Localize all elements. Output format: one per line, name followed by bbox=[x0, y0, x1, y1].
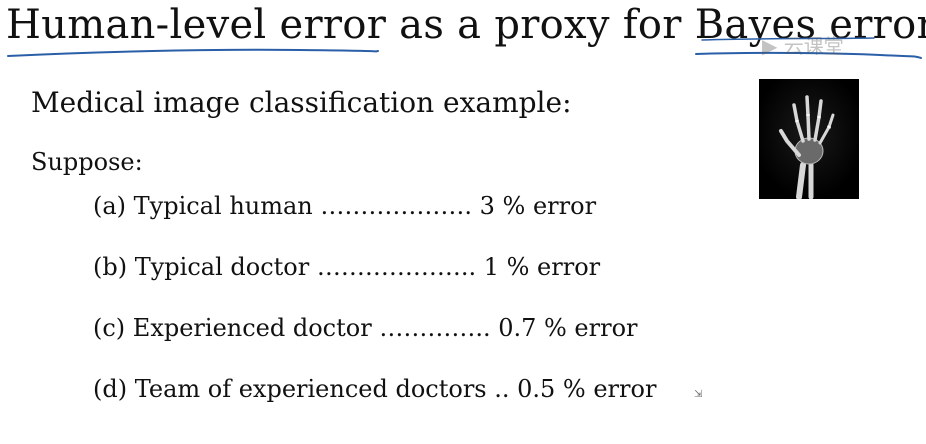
list-item: (d) Team of experienced doctors .. 0.5 %… bbox=[93, 375, 657, 403]
list-item: (b) Typical doctor ……………….. 1 % error bbox=[93, 253, 601, 281]
watermark-logo-icon: ▶ 云课堂 bbox=[762, 34, 844, 58]
list-item: (a) Typical human ………………. 3 % error bbox=[93, 192, 597, 220]
suppose-label: Suppose: bbox=[31, 148, 143, 176]
error-rate-list: (a) Typical human ………………. 3 % error (b) … bbox=[93, 188, 656, 432]
underline-human-level-error bbox=[7, 48, 379, 57]
mouse-cursor-icon: ⇲ bbox=[694, 389, 703, 400]
list-item: (c) Experienced doctor ………….. 0.7 % erro… bbox=[93, 314, 638, 342]
slide-subtitle: Medical image classification example: bbox=[31, 86, 572, 119]
hand-xray-icon bbox=[759, 79, 859, 200]
